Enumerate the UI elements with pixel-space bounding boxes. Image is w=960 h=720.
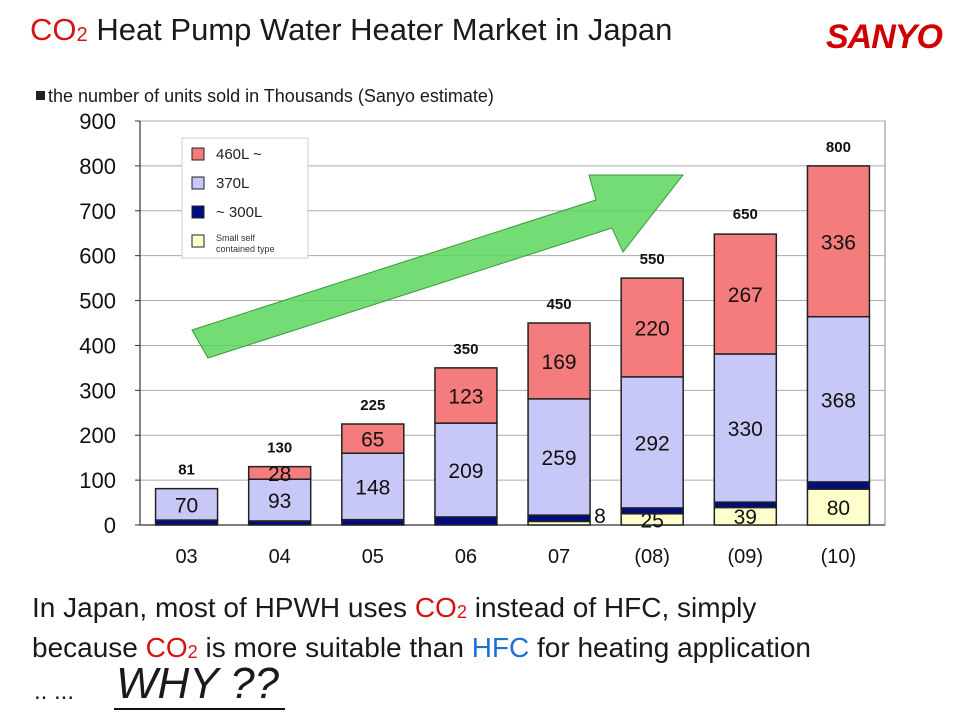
y-tick-label: 400 xyxy=(79,333,116,358)
body-co2-1: CO2 xyxy=(414,592,467,623)
y-tick-label: 900 xyxy=(79,109,116,134)
bar-segment-s460 xyxy=(713,233,778,355)
y-tick-label: 800 xyxy=(79,154,116,179)
data-label: 65 xyxy=(361,429,384,452)
total-label: 81 xyxy=(178,462,195,479)
bar-segment-s370 xyxy=(806,315,871,483)
body-text: In Japan, most of HPWH uses CO2 instead … xyxy=(32,590,811,670)
bar-segment-s300 xyxy=(434,516,498,526)
data-label: 70 xyxy=(175,494,198,517)
y-tick-label: 200 xyxy=(79,423,116,448)
total-label: 130 xyxy=(267,440,292,457)
x-tick-label: 03 xyxy=(175,546,197,568)
subtitle-text: the number of units sold in Thousands (S… xyxy=(48,86,494,106)
bar-segment-s300 xyxy=(527,514,591,523)
data-label: 169 xyxy=(542,351,577,374)
data-label: 148 xyxy=(355,476,390,499)
x-tick-label: 07 xyxy=(548,546,570,568)
bar-segment-s460 xyxy=(620,277,684,378)
bar-segment-s300 xyxy=(341,518,405,526)
bar-segment-s460 xyxy=(247,465,312,480)
bar-segment-s370 xyxy=(154,487,219,521)
y-tick-label: 500 xyxy=(79,289,116,314)
chart-subtitle: the number of units sold in Thousands (S… xyxy=(36,86,494,107)
bar-segment-s370 xyxy=(713,353,778,503)
y-tick-label: 600 xyxy=(79,244,116,269)
legend-label: ~ 300L xyxy=(216,204,262,221)
bar-segment-s460 xyxy=(341,423,405,454)
total-label: 800 xyxy=(826,139,851,156)
bar-segment-s370 xyxy=(620,376,684,509)
data-label: 8 xyxy=(594,505,606,528)
y-tick-label: 300 xyxy=(79,378,116,403)
x-tick-label: (10) xyxy=(821,546,857,568)
data-label: 330 xyxy=(728,418,763,441)
bar-segment-s300 xyxy=(806,481,871,490)
ellipsis: .. ... xyxy=(34,678,75,705)
y-tick-label: 0 xyxy=(104,513,116,538)
bullet-icon xyxy=(36,91,45,100)
data-label: 368 xyxy=(821,389,856,412)
total-label: 550 xyxy=(640,251,665,268)
growth-arrow xyxy=(191,174,685,359)
data-label: 123 xyxy=(448,385,483,408)
data-label: 336 xyxy=(821,231,856,254)
legend-swatch-small xyxy=(191,234,205,248)
data-label: 209 xyxy=(448,460,483,483)
total-label: 450 xyxy=(547,296,572,313)
data-label: 292 xyxy=(635,432,670,455)
x-tick-label: 04 xyxy=(269,546,291,568)
data-label: 267 xyxy=(728,284,763,307)
y-tick-label: 100 xyxy=(79,468,116,493)
bar-segment-s370 xyxy=(434,422,498,518)
bar-segment-s460 xyxy=(527,322,591,400)
bar-segment-small xyxy=(806,488,871,526)
legend-label: 460L ~ xyxy=(216,146,262,163)
x-tick-label: (08) xyxy=(634,546,670,568)
title-co2: CO2 xyxy=(30,12,88,47)
bar-segment-s300 xyxy=(620,507,684,515)
data-label: 259 xyxy=(542,447,577,470)
body-hfc: HFC xyxy=(471,631,530,663)
total-label: 350 xyxy=(453,341,478,358)
data-label: 80 xyxy=(827,497,850,520)
bar-segment-s370 xyxy=(247,478,312,522)
sanyo-logo: SANYO xyxy=(826,18,943,56)
body-line-2: because CO2 is more suitable than HFC fo… xyxy=(32,631,811,663)
body-co2-2: CO2 xyxy=(145,631,198,663)
bar-segment-s370 xyxy=(527,398,591,516)
bar-segment-s300 xyxy=(713,501,778,509)
data-label: 93 xyxy=(268,490,291,513)
bar-segment-s460 xyxy=(806,165,871,318)
data-label: 25 xyxy=(641,509,664,532)
legend-swatch-s300 xyxy=(191,205,205,219)
total-label: 225 xyxy=(360,397,385,414)
x-tick-label: 05 xyxy=(362,546,384,568)
legend-label: 370L xyxy=(216,175,249,192)
legend-label: Small self contained type xyxy=(216,233,275,254)
x-tick-label: (09) xyxy=(728,546,764,568)
bar-segment-s460 xyxy=(434,367,498,424)
total-label: 650 xyxy=(733,206,758,223)
data-label: 28 xyxy=(268,463,291,486)
page-title: CO2 Heat Pump Water Heater Market in Jap… xyxy=(30,12,672,48)
body-line-1: In Japan, most of HPWH uses CO2 instead … xyxy=(32,592,757,623)
legend-swatch-s370 xyxy=(191,176,205,190)
data-label: 220 xyxy=(635,317,670,340)
why-text: WHY ?? xyxy=(114,660,286,710)
x-tick-label: 06 xyxy=(455,546,477,568)
y-tick-label: 700 xyxy=(79,199,116,224)
legend-swatch-s460 xyxy=(191,147,205,161)
data-label: 39 xyxy=(734,506,757,529)
title-text: Heat Pump Water Heater Market in Japan xyxy=(87,12,673,47)
bar-segment-s370 xyxy=(341,452,405,521)
